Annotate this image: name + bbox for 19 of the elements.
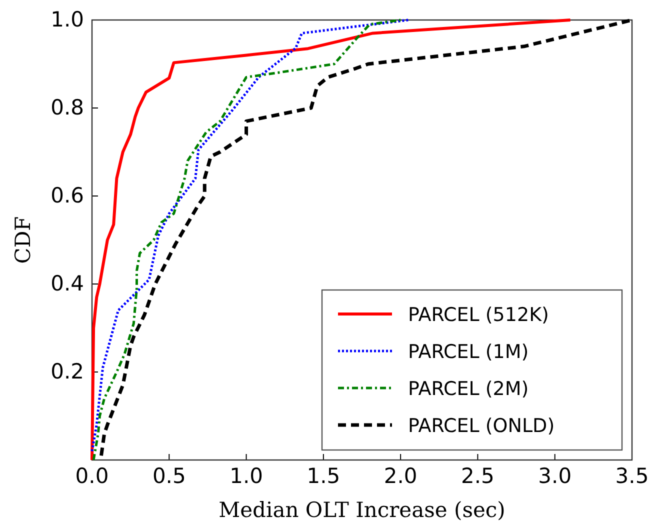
y-tick-label: 1.0 xyxy=(50,8,84,32)
y-tick-label: 0.4 xyxy=(50,272,84,296)
x-tick-label: 2.0 xyxy=(384,464,418,488)
legend-label: PARCEL (1M) xyxy=(408,341,529,363)
x-axis-title: Median OLT Increase (sec) xyxy=(218,498,506,522)
x-tick-label: 1.5 xyxy=(306,464,340,488)
x-tick-label: 2.5 xyxy=(461,464,494,488)
y-tick-label: 0.6 xyxy=(50,184,84,208)
y-tick-label: 0.2 xyxy=(50,360,84,384)
legend-label: PARCEL (512K) xyxy=(408,304,549,326)
y-axis-title: CDF xyxy=(11,216,35,264)
x-tick-label: 0.0 xyxy=(75,464,109,488)
x-tick-label: 0.5 xyxy=(152,464,186,488)
x-tick-label: 1.0 xyxy=(230,464,263,488)
x-tick-label: 3.0 xyxy=(538,464,572,488)
legend-label: PARCEL (2M) xyxy=(408,378,529,400)
y-tick-label: 0.8 xyxy=(50,96,84,120)
x-tick-label: 3.5 xyxy=(615,464,649,488)
legend-label: PARCEL (ONLD) xyxy=(408,415,555,437)
